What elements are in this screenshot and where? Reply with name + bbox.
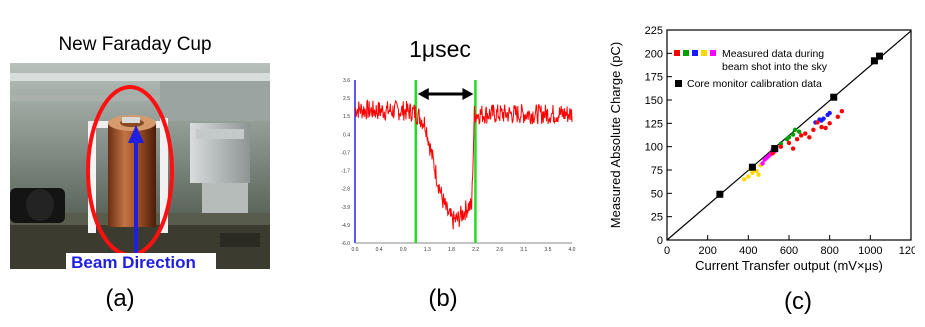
measured-point [746,174,751,179]
measured-point [799,133,804,138]
calibration-scatter-plot: 0 25 50 75 100 125 150 175 200 225 0 200 400 600 800 10… [608,25,915,273]
x-tick-label: 3.5 [544,247,551,253]
y-tick-label: -4.9 [341,223,350,229]
measured-point [786,135,792,140]
beam-direction-label: Beam Direction [71,253,196,272]
measured-point [819,124,824,130]
y-tick-label: 25 [651,212,663,224]
y-tick-label: 125 [645,118,663,130]
x-tick-label: 2.6 [496,247,503,253]
panel-a-title: New Faraday Cup [58,34,212,55]
measured-point [760,161,765,166]
x-tick-label: 800 [820,245,838,257]
legend-swatch [674,50,680,56]
x-tick-label: 0.9 [400,247,407,253]
faraday-cup-photo [10,63,270,269]
measured-point [742,177,747,182]
legend-label: beam shot into the sky [722,61,828,73]
y-tick-label: -3.9 [341,205,350,211]
legend-label: Measured data during [722,48,824,60]
measured-point [839,109,845,114]
measured-point [827,121,832,126]
x-tick-label: 2.2 [472,247,479,253]
measured-point [766,153,771,159]
measured-point [807,135,812,140]
measured-point [756,172,761,177]
y-tick-label: 1.5 [343,114,350,120]
span-arrow-right-icon [462,88,474,100]
y-tick-label: 2.5 [343,96,350,102]
calibration-point [875,52,883,60]
measured-point [835,114,840,120]
x-tick-label: 0.0 [352,247,359,253]
y-tick-label: 200 [645,48,663,60]
calibration-point [870,57,878,65]
beam-arrow-icon [128,125,144,143]
x-axis-title: Current Transfer output (mV×μs) [695,258,883,273]
x-tick-label: 400 [739,245,757,257]
measured-point [811,127,816,133]
measured-point [794,137,800,142]
y-tick-label: -6.0 [341,241,350,247]
y-tick-label: 225 [645,25,663,37]
x-tick-label: 1200 [899,245,915,257]
x-tick-label: 4.0 [569,247,576,253]
legend-swatch [692,50,698,56]
measured-point [790,132,796,137]
span-arrow-left-icon [417,88,429,100]
y-tick-label: 100 [645,142,663,154]
measured-point [770,151,775,156]
y-tick-label: 50 [651,188,663,200]
panel-a-caption: (a) [105,285,135,312]
measured-point [786,140,792,146]
x-tick-label: 3.1 [520,247,527,253]
calibration-point [771,145,779,153]
legend-swatch [701,50,707,56]
calibration-point [830,93,838,101]
measured-point [792,127,798,133]
measured-point [827,110,832,116]
signal-trace [354,99,573,230]
y-tick-label: -0.7 [341,150,350,156]
x-tick-label: 600 [780,245,798,257]
calibration-point [748,163,756,171]
legend-label: Core monitor calibration data [687,78,822,90]
measured-point [823,125,828,131]
y-tick-label: 75 [651,165,663,177]
panel-c-caption: (c) [784,288,812,315]
y-axis-title: Measured Absolute Charge (pC) [608,42,623,228]
x-tick-label: 1.8 [448,247,455,253]
x-tick-label: 1.3 [424,247,431,253]
y-tick-label: 0.4 [343,132,350,138]
measured-point [803,131,808,136]
legend-swatch [710,50,716,56]
span-label: 1μsec [409,36,471,62]
oscilloscope-trace: 3.6 2.5 1.5 0.4 -0.7 -1.7 -2.8 -3.9 -4.9 -6.00.0 0… [341,78,576,253]
y-tick-label: 175 [645,72,663,84]
measured-point [778,144,784,149]
measured-point [762,157,767,162]
x-tick-label: 1000 [858,245,882,257]
y-tick-label: -2.8 [341,187,350,193]
y-tick-label: 3.6 [343,78,350,84]
y-tick-label: -1.7 [341,169,350,175]
x-tick-label: 0 [664,245,670,257]
x-tick-label: 0.4 [376,247,383,253]
y-tick-label: 0 [657,235,663,247]
measured-point [750,170,755,175]
y-tick-label: 150 [645,95,663,107]
x-tick-label: 200 [698,245,716,257]
calibration-point [716,190,724,198]
panel-b-caption: (b) [428,285,458,312]
measured-point [790,146,796,151]
legend-swatch [683,50,689,56]
measured-point [796,129,802,134]
measured-point [819,118,824,123]
legend-swatch [675,80,682,87]
measured-point [815,120,820,125]
